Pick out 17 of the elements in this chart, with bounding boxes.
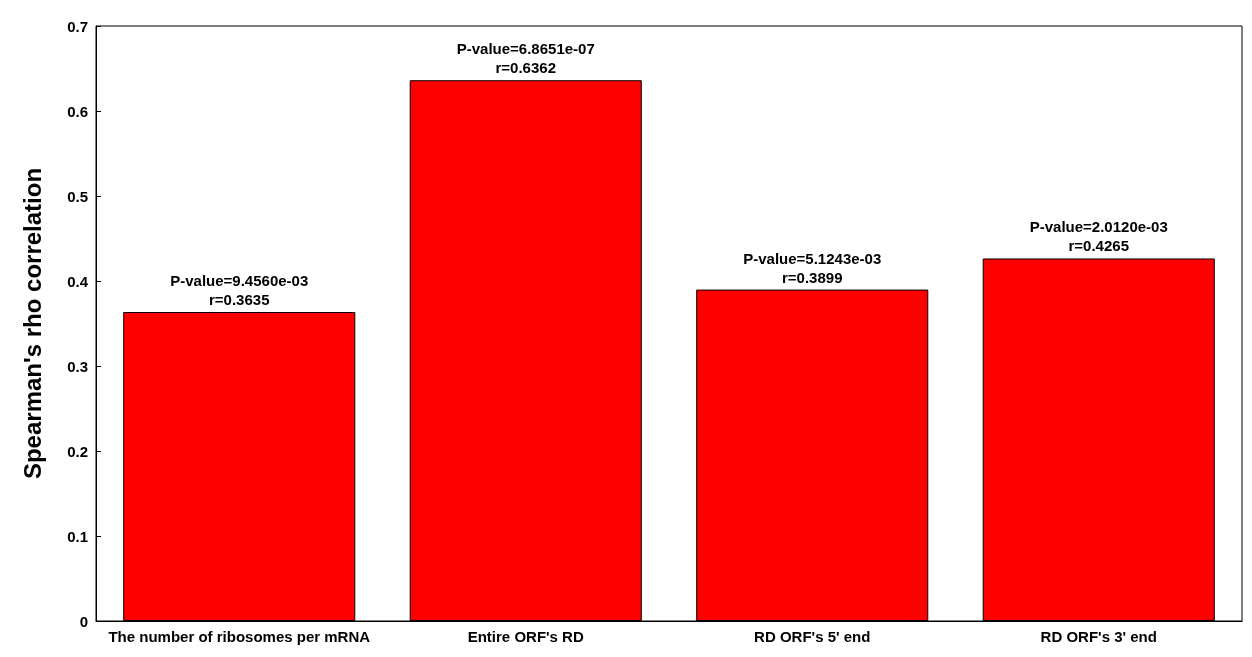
- x-tick-label: The number of ribosomes per mRNA: [108, 628, 371, 645]
- y-tick-label: 0.2: [67, 442, 88, 460]
- data-label: P-value=9.4560e-03 r=0.3635: [170, 272, 309, 309]
- y-tick-label: 0.4: [67, 272, 89, 290]
- x-tick-label: Entire ORF's RD: [467, 628, 584, 645]
- data-label: P-value=2.0120e-03 r=0.4265: [1029, 218, 1168, 255]
- y-tick-label: 0.5: [67, 187, 88, 205]
- y-tick-label: 0.7: [67, 17, 88, 35]
- y-tick-label: 0.1: [67, 527, 88, 545]
- x-tick-label: RD ORF's 5' end: [754, 628, 871, 645]
- y-tick-label: 0.3: [67, 357, 88, 375]
- data-label: P-value=5.1243e-03 r=0.3899: [743, 249, 882, 286]
- y-tick-label: 0.6: [67, 102, 88, 120]
- y-axis-title: Spearman's rho correlation: [18, 167, 46, 480]
- data-label: P-value=6.8651e-07 r=0.6362: [456, 40, 595, 77]
- x-tick-label: RD ORF's 3' end: [1040, 628, 1157, 645]
- y-tick-label: 0: [79, 612, 88, 630]
